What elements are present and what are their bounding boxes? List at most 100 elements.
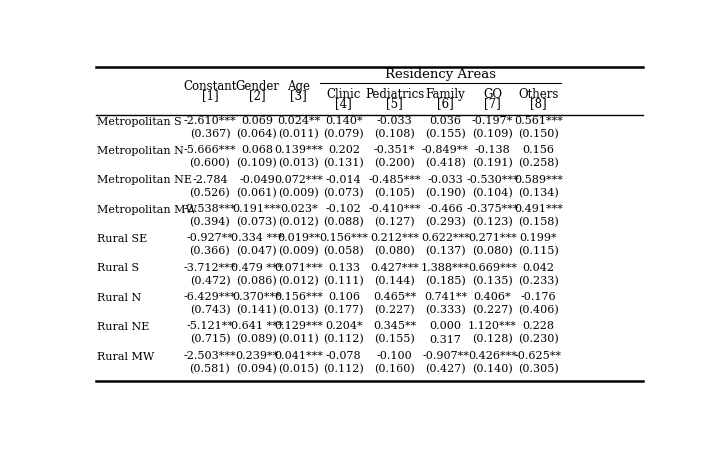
Text: (0.080): (0.080)	[374, 246, 415, 257]
Text: 0.370***: 0.370***	[233, 292, 281, 302]
Text: (0.013): (0.013)	[278, 305, 319, 315]
Text: (0.135): (0.135)	[472, 276, 513, 286]
Text: (0.144): (0.144)	[374, 276, 415, 286]
Text: (0.112): (0.112)	[324, 334, 364, 345]
Text: 0.156***: 0.156***	[319, 233, 368, 243]
Text: [7]: [7]	[484, 97, 501, 110]
Text: -0.138: -0.138	[474, 145, 510, 155]
Text: -2.538***: -2.538***	[184, 204, 236, 214]
Text: (0.012): (0.012)	[278, 217, 319, 227]
Text: (0.227): (0.227)	[472, 305, 513, 315]
Text: -0.927**: -0.927**	[187, 233, 234, 243]
Text: (0.472): (0.472)	[190, 276, 230, 286]
Text: (0.230): (0.230)	[518, 334, 559, 345]
Text: 1.388***: 1.388***	[421, 263, 470, 273]
Text: [6]: [6]	[437, 97, 454, 110]
Text: 0.156***: 0.156***	[275, 292, 323, 302]
Text: 0.491***: 0.491***	[514, 204, 562, 214]
Text: (0.418): (0.418)	[425, 158, 466, 168]
Text: 0.669***: 0.669***	[468, 263, 517, 273]
Text: (0.011): (0.011)	[278, 129, 319, 139]
Text: (0.333): (0.333)	[425, 305, 466, 315]
Text: Rural SE: Rural SE	[97, 234, 148, 244]
Text: 0.406*: 0.406*	[474, 292, 511, 302]
Text: (0.073): (0.073)	[236, 217, 278, 227]
Text: Pediatrics: Pediatrics	[365, 88, 424, 101]
Text: 0.212***: 0.212***	[370, 233, 419, 243]
Text: Rural NE: Rural NE	[97, 322, 150, 332]
Text: -0.410***: -0.410***	[368, 204, 421, 214]
Text: 0.191***: 0.191***	[232, 204, 281, 214]
Text: GO: GO	[483, 88, 502, 101]
Text: (0.526): (0.526)	[190, 187, 230, 198]
Text: 0.204*: 0.204*	[325, 321, 363, 332]
Text: (0.104): (0.104)	[472, 187, 513, 198]
Text: (0.190): (0.190)	[425, 187, 466, 198]
Text: (0.406): (0.406)	[518, 305, 559, 315]
Text: 0.072***: 0.072***	[275, 175, 323, 185]
Text: (0.305): (0.305)	[518, 364, 559, 374]
Text: -0.014: -0.014	[326, 175, 362, 185]
Text: -5.666***: -5.666***	[184, 145, 236, 155]
Text: (0.427): (0.427)	[425, 364, 466, 374]
Text: (0.227): (0.227)	[374, 305, 415, 315]
Text: 0.023*: 0.023*	[280, 204, 318, 214]
Text: (0.134): (0.134)	[518, 187, 559, 198]
Text: 0.042: 0.042	[522, 263, 554, 273]
Text: Metropolitan S: Metropolitan S	[97, 117, 182, 126]
Text: [8]: [8]	[530, 97, 547, 110]
Text: -6.429***: -6.429***	[184, 292, 236, 302]
Text: 0.427***: 0.427***	[371, 263, 419, 273]
Text: -2.610***: -2.610***	[184, 116, 236, 126]
Text: -0.078: -0.078	[326, 351, 362, 361]
Text: -0.849**: -0.849**	[422, 145, 469, 155]
Text: [2]: [2]	[249, 90, 265, 103]
Text: (0.089): (0.089)	[236, 334, 278, 345]
Text: (0.108): (0.108)	[374, 129, 415, 139]
Text: 0.139***: 0.139***	[275, 145, 323, 155]
Text: Residency Areas: Residency Areas	[385, 68, 496, 81]
Text: (0.061): (0.061)	[236, 187, 278, 198]
Text: (0.233): (0.233)	[518, 276, 559, 286]
Text: (0.141): (0.141)	[236, 305, 278, 315]
Text: 0.156: 0.156	[522, 145, 554, 155]
Text: -0.176: -0.176	[521, 292, 556, 302]
Text: [1]: [1]	[202, 90, 218, 103]
Text: Metropolitan NE: Metropolitan NE	[97, 175, 193, 186]
Text: (0.160): (0.160)	[374, 364, 415, 374]
Text: 0.129***: 0.129***	[275, 321, 323, 332]
Text: (0.600): (0.600)	[190, 158, 230, 168]
Text: (0.155): (0.155)	[425, 129, 466, 139]
Text: (0.158): (0.158)	[518, 217, 559, 227]
Text: (0.064): (0.064)	[236, 129, 278, 139]
Text: 0.000: 0.000	[430, 321, 461, 332]
Text: (0.127): (0.127)	[374, 217, 415, 227]
Text: (0.111): (0.111)	[324, 276, 364, 286]
Text: -2.503***: -2.503***	[184, 351, 236, 361]
Text: -0.530***: -0.530***	[466, 175, 518, 185]
Text: Rural MW: Rural MW	[97, 352, 154, 362]
Text: (0.200): (0.200)	[374, 158, 415, 168]
Text: (0.009): (0.009)	[278, 187, 319, 198]
Text: -0.100: -0.100	[377, 351, 412, 361]
Text: -0.033: -0.033	[377, 116, 412, 126]
Text: 0.140*: 0.140*	[325, 116, 363, 126]
Text: (0.150): (0.150)	[518, 129, 559, 139]
Text: Constant: Constant	[183, 80, 236, 93]
Text: (0.715): (0.715)	[190, 334, 230, 345]
Text: (0.177): (0.177)	[324, 305, 364, 315]
Text: -0.485***: -0.485***	[368, 175, 421, 185]
Text: (0.009): (0.009)	[278, 246, 319, 257]
Text: 0.271***: 0.271***	[468, 233, 517, 243]
Text: (0.109): (0.109)	[472, 129, 513, 139]
Text: 0.741**: 0.741**	[424, 292, 467, 302]
Text: (0.094): (0.094)	[236, 364, 278, 374]
Text: 0.199*: 0.199*	[519, 233, 557, 243]
Text: 0.317: 0.317	[430, 335, 461, 345]
Text: Others: Others	[518, 88, 559, 101]
Text: (0.140): (0.140)	[472, 364, 513, 374]
Text: Metropolitan N: Metropolitan N	[97, 146, 185, 156]
Text: -0.466: -0.466	[428, 204, 464, 214]
Text: (0.013): (0.013)	[278, 158, 319, 168]
Text: -0.102: -0.102	[326, 204, 362, 214]
